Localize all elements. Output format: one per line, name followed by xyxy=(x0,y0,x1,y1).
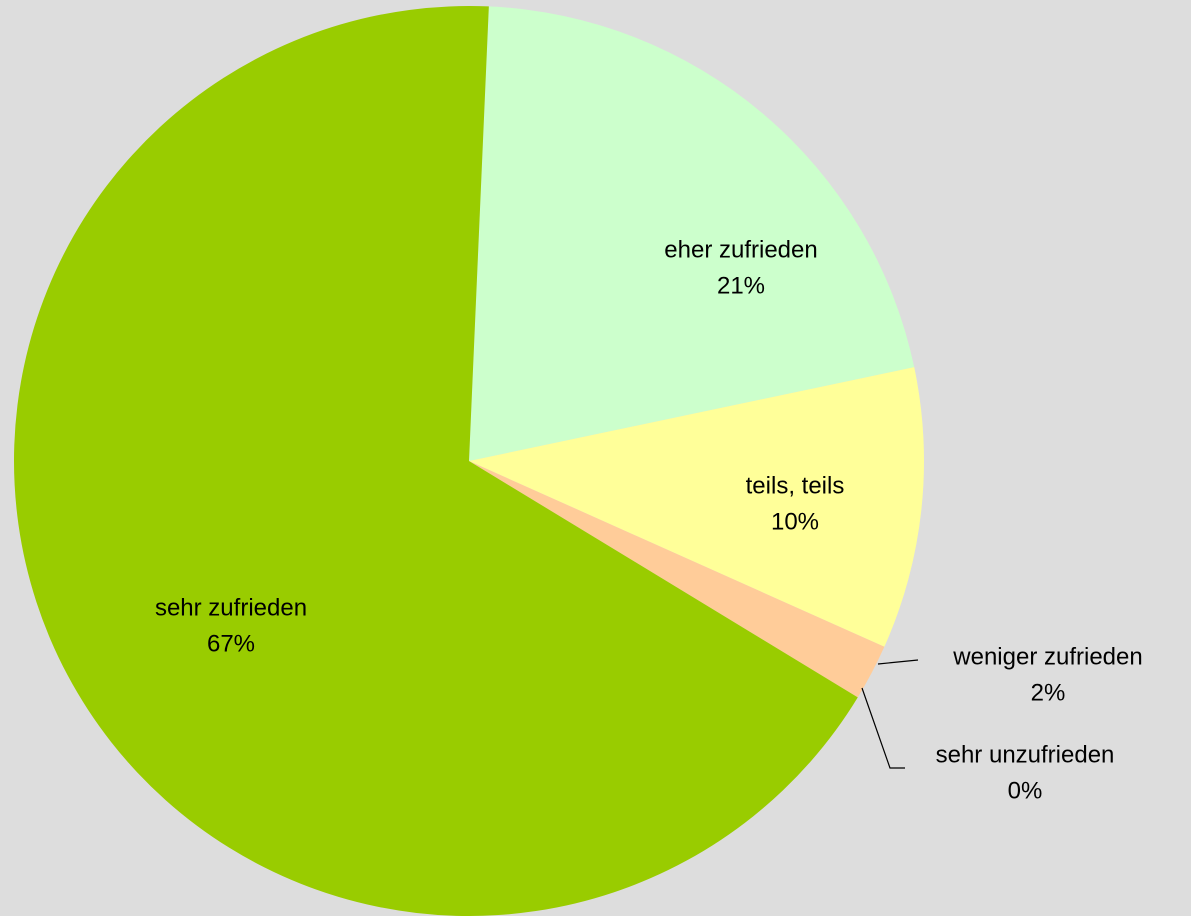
slice-label: sehr zufrieden xyxy=(155,594,307,621)
slice-label: teils, teils xyxy=(746,472,845,499)
value-label: 21% xyxy=(717,272,765,299)
pie-slice xyxy=(14,6,858,916)
slice-label: sehr unzufrieden xyxy=(936,741,1115,768)
pie-slice xyxy=(469,367,925,647)
value-label: 67% xyxy=(207,630,255,657)
pie-slice xyxy=(469,6,915,462)
value-label: 10% xyxy=(771,508,819,535)
leader-line xyxy=(877,659,919,665)
value-label: 2% xyxy=(1031,679,1066,706)
slice-label: eher zufrieden xyxy=(664,236,817,263)
value-label: 0% xyxy=(1008,777,1043,804)
pie-slice xyxy=(469,461,885,698)
slice-label: weniger zufrieden xyxy=(952,643,1142,670)
leader-line xyxy=(861,687,905,769)
